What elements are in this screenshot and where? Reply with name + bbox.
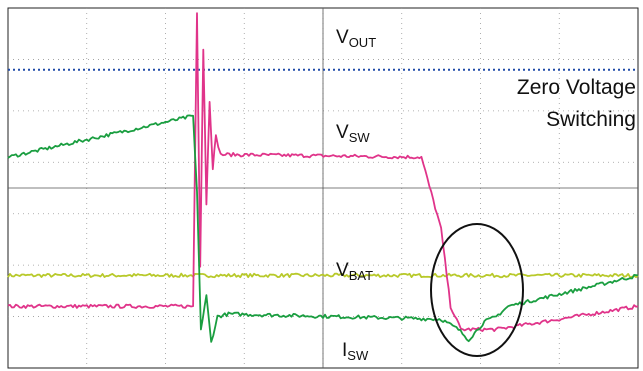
traces	[7, 12, 639, 343]
vbat-trace	[7, 272, 639, 279]
grid	[8, 8, 638, 368]
vout-label: VOUT	[336, 27, 376, 50]
vbat-label: VBAT	[336, 260, 373, 283]
vsw-label: VSW	[336, 122, 370, 145]
isw-trace	[7, 114, 639, 343]
zvs-ellipse	[430, 223, 524, 357]
annotation-line-1: Zero Voltage	[517, 76, 636, 99]
isw-label: ISW	[342, 340, 369, 363]
annotation-line-2: Switching	[546, 108, 636, 131]
vsw-trace	[7, 12, 639, 332]
trace-labels: VOUT VSW VBAT ISW	[336, 27, 376, 363]
zvs-annotation: Zero Voltage Switching	[430, 76, 636, 357]
